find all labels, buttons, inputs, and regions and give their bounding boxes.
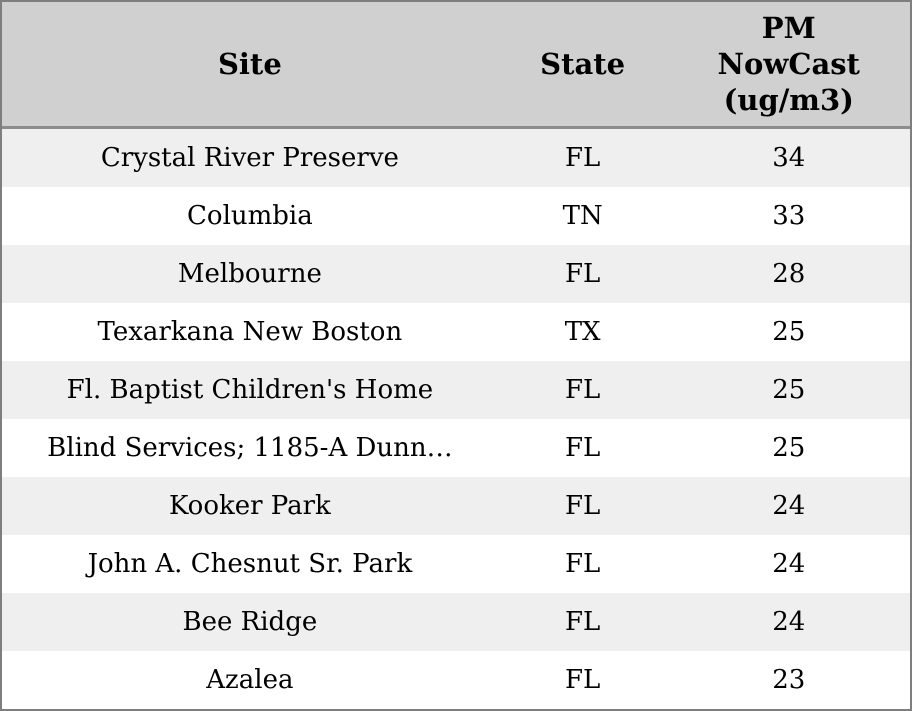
table-row[interactable]: Melbourne FL 28 <box>2 245 910 303</box>
state-cell: FL <box>565 143 601 173</box>
pm-value-cell: 34 <box>772 143 806 173</box>
column-header-site[interactable]: Site <box>217 47 282 81</box>
pm-value-cell: 33 <box>772 201 806 231</box>
state-cell: TN <box>562 201 603 231</box>
table-row[interactable]: Bee Ridge FL 24 <box>2 593 910 651</box>
column-header-pm-nowcast[interactable]: PM NowCast (ug/m3) <box>717 11 860 117</box>
site-cell: Columbia <box>187 201 313 231</box>
table-row[interactable]: Columbia TN 33 <box>2 187 910 245</box>
site-cell: Azalea <box>206 665 294 695</box>
state-cell: TX <box>564 317 601 347</box>
table-row[interactable]: Azalea FL 23 <box>2 651 910 709</box>
state-cell: FL <box>565 665 601 695</box>
pm-value-cell: 25 <box>772 317 806 347</box>
pm-value-cell: 25 <box>772 433 806 463</box>
state-cell: FL <box>565 259 601 289</box>
site-cell: Melbourne <box>177 259 322 289</box>
state-cell: FL <box>565 433 601 463</box>
table-row[interactable]: Fl. Baptist Children's Home FL 25 <box>2 361 910 419</box>
table-row[interactable]: Texarkana New Boston TX 25 <box>2 303 910 361</box>
table-row[interactable]: John A. Chesnut Sr. Park FL 24 <box>2 535 910 593</box>
site-cell: Fl. Baptist Children's Home <box>66 375 434 405</box>
table-row[interactable]: Blind Services; 1185-A Dunn… FL 25 <box>2 419 910 477</box>
site-cell: John A. Chesnut Sr. Park <box>87 549 413 579</box>
state-cell: FL <box>565 549 601 579</box>
table-row[interactable]: Crystal River Preserve FL 34 <box>2 129 910 187</box>
pm-value-cell: 28 <box>772 259 806 289</box>
table-body: Crystal River Preserve FL 34 Columbia TN… <box>2 129 910 709</box>
site-cell: Blind Services; 1185-A Dunn… <box>47 433 453 463</box>
pm-value-cell: 24 <box>772 607 806 637</box>
state-cell: FL <box>565 607 601 637</box>
site-cell: Bee Ridge <box>182 607 318 637</box>
state-cell: FL <box>565 491 601 521</box>
column-header-state[interactable]: State <box>540 47 626 81</box>
pm-value-cell: 24 <box>772 549 806 579</box>
site-cell: Crystal River Preserve <box>100 143 399 173</box>
pm-value-cell: 23 <box>772 665 806 695</box>
site-cell: Kooker Park <box>168 491 331 521</box>
table-header-row: Site State PM NowCast (ug/m3) <box>2 2 910 129</box>
site-cell: Texarkana New Boston <box>97 317 403 347</box>
pm-value-cell: 24 <box>772 491 806 521</box>
state-cell: FL <box>565 375 601 405</box>
pm-value-cell: 25 <box>772 375 806 405</box>
table-row[interactable]: Kooker Park FL 24 <box>2 477 910 535</box>
